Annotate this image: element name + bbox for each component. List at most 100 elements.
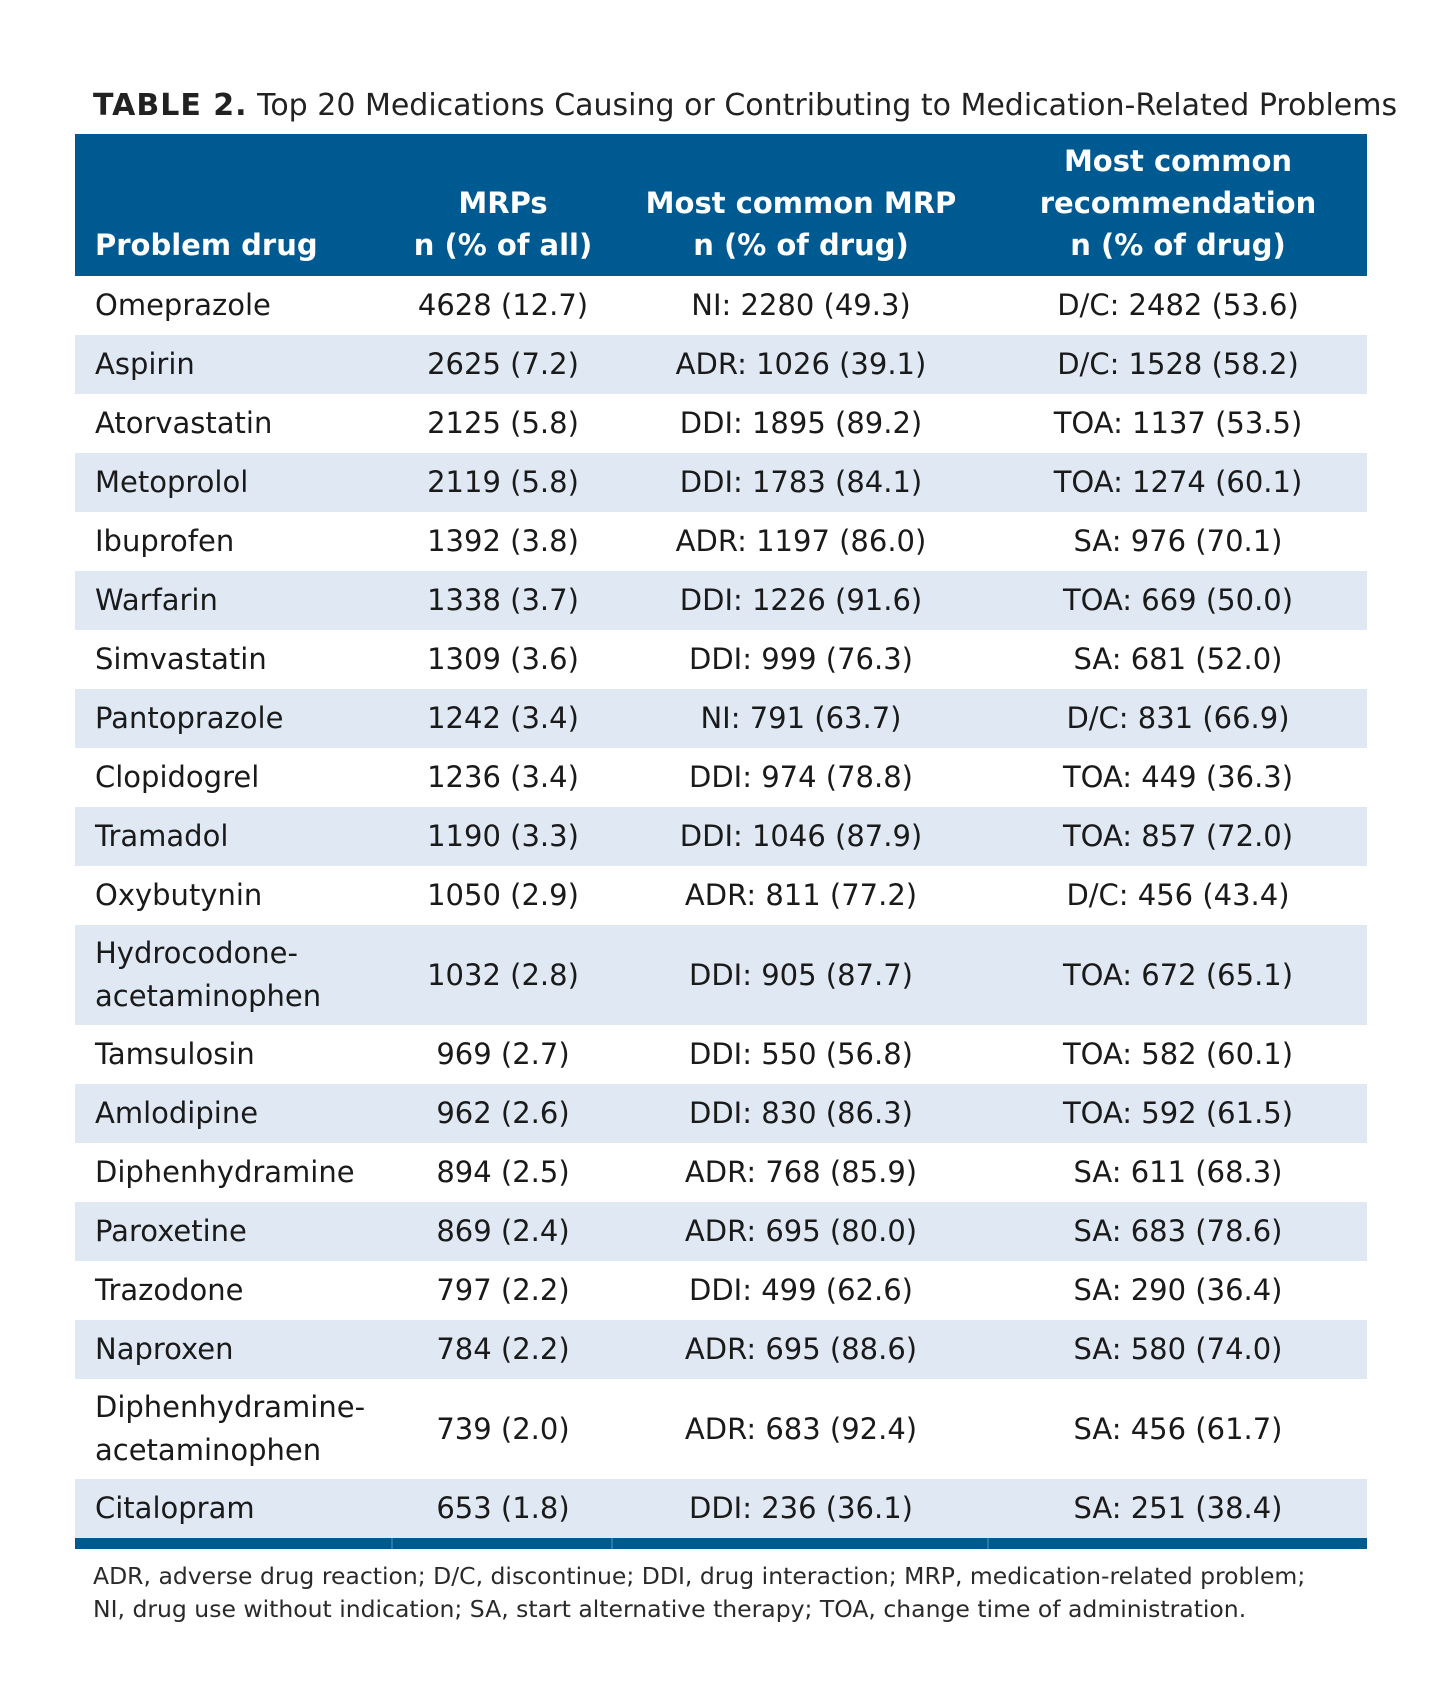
table-footnote: ADR, adverse drug reaction; D/C, discont… (93, 1560, 1373, 1626)
cell-mrps: 1242 (3.4) (393, 689, 613, 748)
cell-mrps-text: 894 (2.5) (436, 1155, 570, 1189)
cell-problem-drug-text: Omeprazole (95, 288, 271, 322)
cell-most-common-recommendation: TOA: 1274 (60.1) (989, 453, 1367, 512)
cell-problem-drug: Diphenhydramine (75, 1143, 393, 1202)
cell-most-common-recommendation: TOA: 857 (72.0) (989, 807, 1367, 866)
cell-most-common-mrp-text: ADR: 1026 (39.1) (675, 347, 927, 381)
cell-most-common-mrp: ADR: 683 (92.4) (613, 1379, 989, 1479)
cell-problem-drug-text: Citalopram (95, 1491, 255, 1525)
cell-most-common-recommendation: SA: 681 (52.0) (989, 630, 1367, 689)
table-row: Aspirin 2625 (7.2) ADR: 1026 (39.1) D/C: 15… (75, 335, 1367, 394)
cell-problem-drug: Atorvastatin (75, 394, 393, 453)
cell-problem-drug: Amlodipine (75, 1084, 393, 1143)
cell-most-common-recommendation-text: TOA: 582 (60.1) (1062, 1037, 1294, 1071)
cell-most-common-recommendation: SA: 251 (38.4) (989, 1479, 1367, 1538)
cell-problem-drug: Simvastatin (75, 630, 393, 689)
cell-problem-drug-text: Naproxen (95, 1332, 234, 1366)
cell-most-common-recommendation: TOA: 672 (65.1) (989, 925, 1367, 1025)
cell-mrps-text: 2125 (5.8) (427, 406, 579, 440)
table-caption: TABLE 2. Top 20 Medications Causing or C… (93, 86, 1397, 126)
cell-problem-drug-text: Clopidogrel (95, 760, 260, 794)
cell-mrps: 1032 (2.8) (393, 925, 613, 1025)
cell-most-common-recommendation: SA: 290 (36.4) (989, 1261, 1367, 1320)
cell-mrps-text: 1242 (3.4) (427, 701, 579, 735)
cell-problem-drug-text: Aspirin (95, 347, 195, 381)
cell-mrps-text: 1190 (3.3) (427, 819, 579, 853)
cell-most-common-recommendation-text: TOA: 592 (61.5) (1062, 1096, 1294, 1130)
cell-mrps: 1190 (3.3) (393, 807, 613, 866)
cell-most-common-mrp: DDI: 999 (76.3) (613, 630, 989, 689)
cell-mrps-text: 1338 (3.7) (427, 583, 579, 617)
cell-mrps-text: 784 (2.2) (436, 1332, 570, 1366)
cell-most-common-mrp-text: ADR: 695 (80.0) (684, 1214, 918, 1248)
cell-problem-drug-text: Simvastatin (95, 642, 267, 676)
cell-most-common-mrp-text: DDI: 999 (76.3) (689, 642, 913, 676)
header-label: Most common (1063, 144, 1293, 178)
cell-most-common-mrp: ADR: 695 (80.0) (613, 1202, 989, 1261)
footnote-line: ADR, adverse drug reaction; D/C, discont… (93, 1562, 1306, 1590)
cell-most-common-recommendation: SA: 611 (68.3) (989, 1143, 1367, 1202)
cell-most-common-mrp-text: ADR: 695 (88.6) (684, 1332, 918, 1366)
cell-mrps: 739 (2.0) (393, 1379, 613, 1479)
cell-mrps: 797 (2.2) (393, 1261, 613, 1320)
cell-most-common-mrp-text: DDI: 499 (62.6) (689, 1273, 913, 1307)
cell-most-common-mrp: ADR: 1197 (86.0) (613, 512, 989, 571)
cell-most-common-recommendation-text: SA: 456 (61.7) (1073, 1411, 1283, 1446)
table-row: Amlodipine 962 (2.6) DDI: 830 (86.3) TOA: 5… (75, 1084, 1367, 1143)
cell-problem-drug: Oxybutynin (75, 866, 393, 925)
table-row: Oxybutynin 1050 (2.9) ADR: 811 (77.2) D/C: … (75, 866, 1367, 925)
cell-most-common-mrp-text: DDI: 974 (78.8) (689, 760, 913, 794)
cell-most-common-recommendation-text: SA: 290 (36.4) (1073, 1273, 1283, 1307)
cell-problem-drug-text: Tramadol (95, 819, 229, 853)
header-sublabel: n (% of drug) (693, 228, 909, 262)
cell-problem-drug: Tamsulosin (75, 1025, 393, 1084)
table-row: Tramadol 1190 (3.3) DDI: 1046 (87.9) TOA: 8… (75, 807, 1367, 866)
cell-most-common-recommendation: D/C: 1528 (58.2) (989, 335, 1367, 394)
cell-mrps-text: 1032 (2.8) (427, 957, 579, 992)
table-row: Trazodone 797 (2.2) DDI: 499 (62.6) SA: 290… (75, 1261, 1367, 1320)
column-divider (611, 1538, 613, 1549)
cell-most-common-recommendation: D/C: 2482 (53.6) (989, 276, 1367, 335)
cell-mrps: 2125 (5.8) (393, 394, 613, 453)
table-row: Naproxen 784 (2.2) ADR: 695 (88.6) SA: 580 … (75, 1320, 1367, 1379)
cell-problem-drug-text: Oxybutynin (95, 878, 263, 912)
cell-most-common-mrp: DDI: 550 (56.8) (613, 1025, 989, 1084)
header-label: Most common MRP (645, 186, 957, 220)
cell-problem-drug-text: Diphenhydramine (95, 1155, 355, 1189)
cell-most-common-mrp-text: NI: 2280 (49.3) (691, 288, 911, 322)
table-row: Ibuprofen 1392 (3.8) ADR: 1197 (86.0) SA: 9… (75, 512, 1367, 571)
footnote-line: NI, drug use without indication; SA, sta… (93, 1595, 1247, 1623)
cell-mrps-text: 1236 (3.4) (427, 760, 579, 794)
table-row: Hydrocodone-acetaminophen 1032 (2.8) DDI: … (75, 925, 1367, 1025)
cell-most-common-recommendation-text: SA: 683 (78.6) (1073, 1214, 1283, 1248)
table-row: Clopidogrel 1236 (3.4) DDI: 974 (78.8) TOA:… (75, 748, 1367, 807)
cell-most-common-mrp-text: DDI: 550 (56.8) (689, 1037, 913, 1071)
cell-most-common-mrp: DDI: 499 (62.6) (613, 1261, 989, 1320)
cell-problem-drug-text: Tamsulosin (95, 1037, 255, 1071)
cell-most-common-recommendation-text: TOA: 449 (36.3) (1062, 760, 1294, 794)
header-sublabel: n (% of drug) (1070, 228, 1286, 262)
cell-most-common-mrp-text: ADR: 768 (85.9) (684, 1155, 918, 1189)
cell-problem-drug: Clopidogrel (75, 748, 393, 807)
cell-most-common-recommendation-text: TOA: 669 (50.0) (1062, 583, 1294, 617)
header-most-common-recommendation: Most common recommendation n (% of drug) (989, 134, 1367, 276)
cell-problem-drug-text: acetaminophen (95, 979, 322, 1013)
cell-problem-drug: Naproxen (75, 1320, 393, 1379)
cell-problem-drug: Aspirin (75, 335, 393, 394)
cell-most-common-mrp-text: NI: 791 (63.7) (700, 701, 902, 735)
table-body: Omeprazole 4628 (12.7) NI: 2280 (49.3) D/C:… (75, 276, 1367, 1538)
cell-problem-drug: Metoprolol (75, 453, 393, 512)
cell-problem-drug-text: Pantoprazole (95, 701, 284, 735)
cell-most-common-mrp-text: DDI: 1783 (84.1) (679, 465, 923, 499)
cell-most-common-mrp: DDI: 1895 (89.2) (613, 394, 989, 453)
cell-problem-drug-text: Diphenhydramine- (95, 1390, 366, 1424)
column-divider (391, 1538, 393, 1549)
cell-most-common-recommendation: SA: 683 (78.6) (989, 1202, 1367, 1261)
cell-most-common-recommendation-text: TOA: 672 (65.1) (1062, 957, 1294, 992)
cell-most-common-recommendation-text: D/C: 831 (66.9) (1066, 701, 1290, 735)
cell-mrps: 1338 (3.7) (393, 571, 613, 630)
cell-most-common-mrp-text: DDI: 1226 (91.6) (679, 583, 923, 617)
cell-mrps-text: 4628 (12.7) (417, 288, 589, 322)
cell-problem-drug-text: Trazodone (95, 1273, 244, 1307)
cell-most-common-mrp-text: DDI: 905 (87.7) (689, 957, 913, 992)
